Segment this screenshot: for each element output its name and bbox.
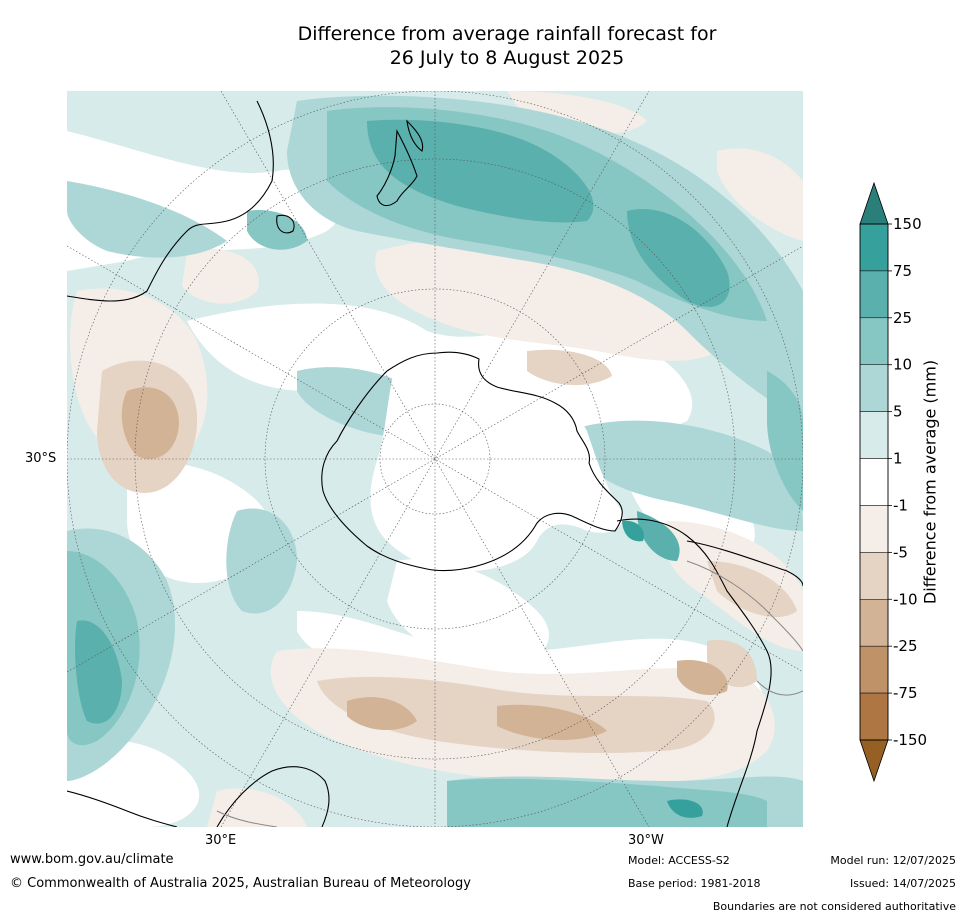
- colorbar-bin: [859, 223, 889, 272]
- australia-coast: [67, 100, 274, 302]
- dry-regions-10-25: [121, 387, 728, 741]
- colorbar-bin: [859, 317, 889, 365]
- map-title: Difference from average rainfall forecas…: [0, 22, 965, 70]
- colorbar-tick-label: 150: [893, 215, 922, 233]
- colorbar-tick-label: -5: [893, 543, 908, 561]
- colorbar-tick-label: 1: [893, 450, 903, 468]
- colorbar-tick-label: 5: [893, 403, 903, 421]
- colorbar-tick-label: -10: [893, 590, 918, 608]
- colorbar-axis-label: Difference from average (mm): [920, 359, 940, 605]
- colorbar-bin: [859, 458, 889, 506]
- antarctica-coast: [321, 351, 623, 572]
- colorbar-tick-label: 25: [893, 309, 912, 327]
- footer-issued: Issued: 14/07/2025: [849, 877, 956, 890]
- footer-copyright: © Commonwealth of Australia 2025, Austra…: [10, 876, 471, 891]
- footer-website[interactable]: www.bom.gov.au/climate: [10, 852, 174, 867]
- colorbar-bottom-arrow: [859, 739, 889, 783]
- title-line-2: 26 July to 8 August 2025: [389, 47, 625, 69]
- lat-label-30s: 30°S: [25, 451, 57, 466]
- colorbar: 150 75 25 10 5 1 -1 -5 -10 -25 -75 -150: [859, 181, 927, 783]
- wet-regions-75-150: [622, 520, 703, 818]
- colorbar-bin: [859, 270, 889, 319]
- footer-model: Model: ACCESS-S2: [628, 854, 730, 867]
- colorbar-ticks: 150 75 25 10 5 1 -1 -5 -10 -25 -75 -150: [888, 215, 927, 749]
- africa-west: [67, 790, 178, 827]
- colorbar-bin: [859, 645, 889, 694]
- colorbar-bin: [859, 364, 889, 412]
- footer-base-period: Base period: 1981-2018: [628, 877, 761, 890]
- wet-regions-25-75: [75, 119, 730, 724]
- colorbar-bin: [859, 692, 889, 741]
- colorbar-bin: [859, 505, 889, 553]
- colorbar-bins: [859, 223, 889, 741]
- colorbar-tick-label: -75: [893, 684, 918, 702]
- africa-coast: [216, 766, 330, 827]
- colorbar-tick-label: 75: [893, 262, 912, 280]
- graticule: [67, 91, 803, 827]
- title-line-1: Difference from average rainfall forecas…: [297, 23, 717, 45]
- antarctica-interior: [370, 353, 623, 572]
- colorbar-bin: [859, 411, 889, 459]
- new-zealand-coast: [376, 129, 418, 207]
- colorbar-tick-label: -25: [893, 637, 918, 655]
- south-america-coast: [616, 518, 772, 827]
- lon-label-30e: 30°E: [205, 833, 237, 848]
- colorbar-outline: [859, 223, 889, 741]
- south-america-west: [686, 540, 803, 587]
- colorbar-bin: [859, 552, 889, 600]
- colorbar-bin: [859, 599, 889, 647]
- new-zealand-north: [406, 119, 424, 152]
- country-borders: [216, 560, 803, 827]
- footer-model-run: Model run: 12/07/2025: [830, 854, 956, 867]
- colorbar-top-arrow: [859, 181, 889, 225]
- footer-disclaimer: Boundaries are not considered authoritat…: [712, 900, 956, 913]
- colorbar-tick-label: -150: [893, 731, 927, 749]
- tasmania-coast: [276, 214, 295, 234]
- lon-label-30w: 30°W: [628, 833, 664, 848]
- rainfall-anomaly-map: [67, 91, 803, 827]
- coastlines: [67, 100, 803, 827]
- colorbar-tick-label: 10: [893, 356, 912, 374]
- colorbar-tick-label: -1: [893, 496, 908, 514]
